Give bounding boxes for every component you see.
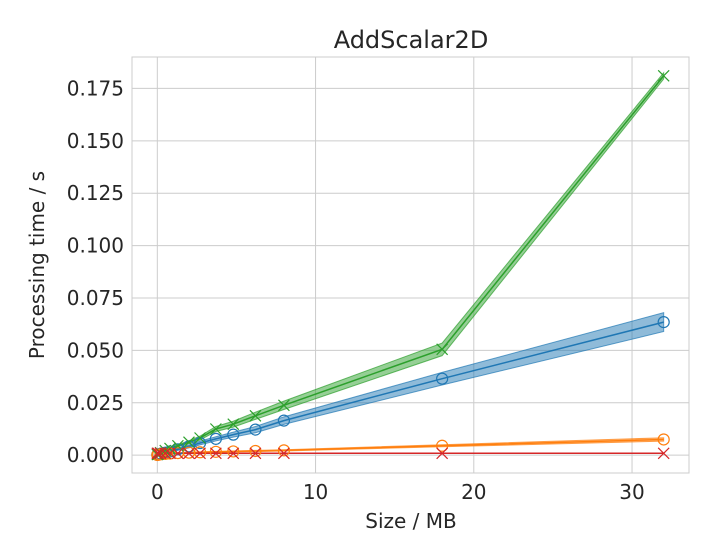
series-0-band bbox=[156, 312, 665, 456]
series-2-point bbox=[657, 69, 670, 82]
series-0-point bbox=[182, 440, 196, 453]
x-tick-label: 10 bbox=[303, 480, 328, 504]
x-tick-label: 20 bbox=[461, 480, 486, 504]
series-1-point bbox=[193, 446, 207, 459]
y-tick-label: 0.050 bbox=[67, 338, 124, 362]
series-1-point bbox=[209, 445, 222, 458]
series-0-point bbox=[171, 443, 184, 456]
series-0-point bbox=[277, 414, 291, 427]
x-axis-label: Size / MB bbox=[365, 509, 456, 533]
y-tick-label: 0.100 bbox=[67, 234, 124, 258]
series-1-point bbox=[277, 444, 291, 457]
grid bbox=[132, 57, 689, 473]
series-3-point bbox=[277, 447, 290, 460]
series-1-point bbox=[249, 444, 262, 458]
series-lines bbox=[156, 75, 665, 456]
series-2-point bbox=[436, 343, 449, 356]
series-3-point bbox=[194, 447, 206, 460]
series-2-band bbox=[156, 71, 665, 456]
series-3-point bbox=[154, 447, 167, 460]
series-0-point bbox=[227, 428, 240, 441]
series-2-point bbox=[183, 436, 195, 449]
series-2-point bbox=[194, 432, 206, 444]
series-2-line bbox=[156, 75, 665, 456]
series-2-point bbox=[277, 399, 290, 412]
series-3-point bbox=[657, 447, 670, 460]
series-1-point bbox=[436, 439, 449, 452]
series-0-point bbox=[657, 316, 670, 329]
y-tick-label: 0.150 bbox=[67, 129, 124, 153]
series-3-point bbox=[183, 447, 195, 460]
series-1-point bbox=[657, 433, 670, 446]
series-0-point bbox=[209, 432, 222, 445]
series-3-point bbox=[436, 447, 449, 460]
series-3-point bbox=[227, 447, 240, 460]
x-tick-label: 30 bbox=[619, 480, 644, 504]
series-2-point bbox=[249, 409, 262, 422]
y-axis-label: Processing time / s bbox=[25, 171, 49, 359]
series-0-point bbox=[436, 372, 449, 385]
y-tick-label: 0.025 bbox=[67, 391, 124, 415]
series-0-point bbox=[249, 423, 262, 436]
error-bands bbox=[156, 71, 665, 456]
y-tick-labels: 0.000 0.025 0.050 0.075 0.100 0.125 0.150 0.175 bbox=[67, 76, 124, 467]
series-3-point bbox=[171, 447, 184, 460]
series-markers bbox=[151, 69, 670, 462]
y-tick-label: 0.000 bbox=[67, 443, 124, 467]
series-3-point bbox=[209, 447, 222, 460]
series-2-point bbox=[227, 418, 240, 431]
series-2-point bbox=[209, 423, 222, 435]
y-tick-label: 0.175 bbox=[67, 76, 124, 100]
y-tick-label: 0.075 bbox=[67, 286, 124, 310]
x-tick-label: 0 bbox=[151, 480, 164, 504]
series-3-point bbox=[159, 447, 172, 460]
series-1-point bbox=[227, 445, 240, 458]
x-tick-labels: 0 10 20 30 bbox=[151, 480, 645, 504]
chart-title: AddScalar2D bbox=[334, 26, 489, 54]
plot-frame bbox=[131, 56, 690, 474]
y-tick-label: 0.125 bbox=[67, 181, 124, 205]
series-3-point bbox=[249, 447, 262, 460]
